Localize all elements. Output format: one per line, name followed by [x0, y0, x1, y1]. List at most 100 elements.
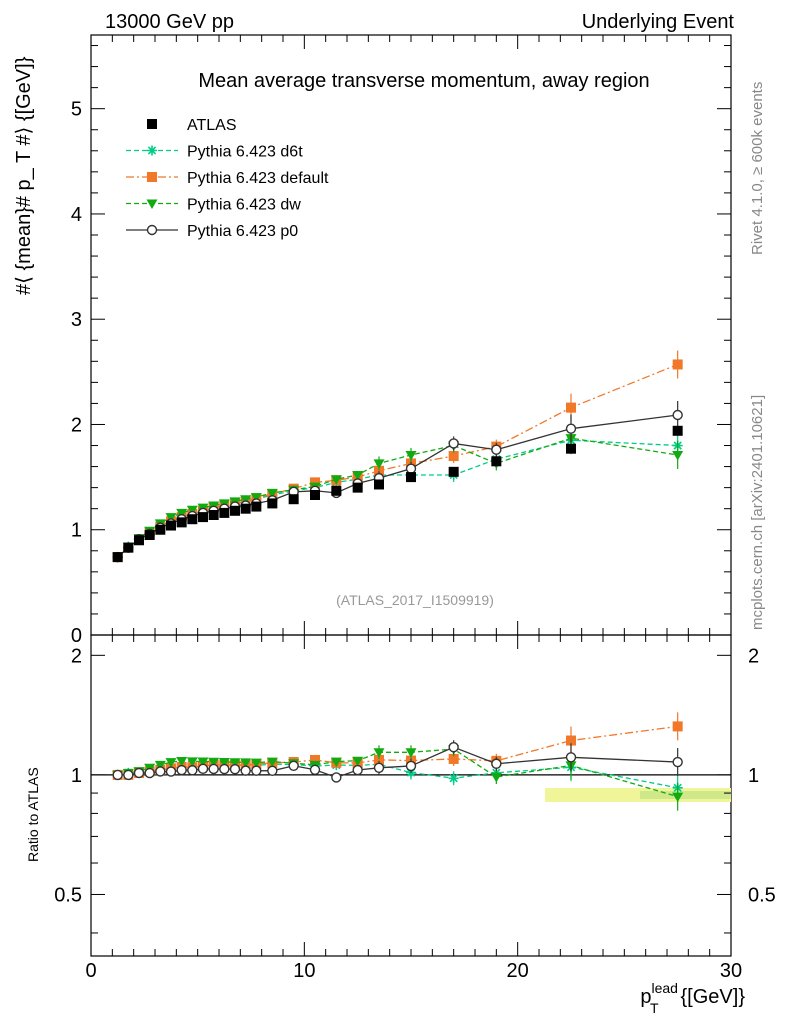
ratio-point-pythia-6-423-p0	[123, 769, 134, 781]
point-pythia-6-423-p0	[672, 409, 683, 421]
point-atlas	[374, 479, 384, 490]
point-atlas	[251, 501, 262, 512]
ratio-tick-label: 2	[71, 645, 82, 667]
ratio-point-pythia-6-423-p0	[165, 766, 177, 777]
point-pythia-6-423-dw	[250, 493, 262, 503]
ratio-point-pythia-6-423-dw	[240, 758, 252, 768]
point-pythia-6-423-dw	[240, 495, 252, 505]
ratio-point-pythia-6-423-p0	[240, 765, 251, 776]
point-atlas	[267, 498, 278, 509]
point-pythia-6-423-default	[310, 477, 320, 488]
x-axis-label-main: p	[640, 986, 651, 1008]
point-atlas	[310, 490, 320, 500]
point-atlas	[208, 510, 219, 520]
y-tick-label: 4	[71, 204, 82, 226]
ratio-tick-label-right: 0.5	[748, 884, 776, 906]
point-pythia-6-423-dw	[176, 508, 188, 519]
ratio-point-pythia-6-423-dw	[229, 758, 241, 768]
point-atlas	[144, 530, 155, 540]
ratio-point-pythia-6-423-p0	[352, 764, 363, 776]
legend-marker-pythia-6-423-dw	[146, 199, 158, 209]
series-line-pythia-6-423-p0	[117, 414, 678, 558]
ratio-point-pythia-6-423-p0	[267, 765, 278, 777]
point-pythia-6-423-p0	[491, 444, 502, 455]
ratio-point-pythia-6-423-p0	[288, 760, 299, 771]
ratio-point-pythia-6-423-p0	[144, 767, 155, 779]
legend: ATLAS Pythia 6.423 d6t Pythia 6.423 defaul…	[126, 117, 329, 240]
point-pythia-6-423-default	[566, 402, 576, 413]
point-atlas	[672, 425, 683, 436]
main-series-layer	[112, 350, 684, 563]
energy-label: 13000 GeV pp	[105, 11, 234, 33]
ratio-point-pythia-6-423-p0	[448, 741, 459, 753]
ratio-point-pythia-6-423-dw	[405, 748, 417, 758]
ratio-point-pythia-6-423-dw	[490, 772, 502, 783]
axis-ticks: 0 10 20 30 0 1 2 3 4 5 0.5 0.5 1 1 2 2	[54, 35, 776, 982]
point-atlas	[230, 505, 240, 516]
y-axis-label: #⟨ {mean}# p_ T #⟩ {[GeV]}	[13, 56, 35, 295]
legend-label-pythia-6-423-p0: Pythia 6.423 p0	[187, 223, 298, 240]
point-pythia-6-423-dw	[672, 451, 684, 461]
point-pythia-6-423-dw	[352, 471, 364, 481]
ratio-point-pythia-6-423-p0	[491, 758, 502, 769]
ratio-point-pythia-6-423-p0	[565, 752, 577, 763]
point-atlas	[112, 552, 123, 563]
point-atlas	[123, 542, 134, 553]
ratio-series-layer	[112, 712, 684, 811]
legend-marker-pythia-6-423-d6t	[147, 145, 157, 156]
ratio-point-pythia-6-423-d6t	[448, 773, 459, 784]
ratio-tick-label-right: 2	[748, 645, 759, 667]
point-pythia-6-423-dw	[266, 488, 278, 499]
y-tick-label: 3	[71, 309, 82, 331]
x-tick-label: 10	[293, 960, 315, 982]
ratio-point-pythia-6-423-p0	[187, 765, 198, 776]
point-pythia-6-423-dw	[330, 475, 342, 485]
point-atlas	[155, 524, 166, 535]
legend-label-pythia-6-423-d6t: Pythia 6.423 d6t	[187, 144, 303, 161]
ratio-point-pythia-6-423-default	[672, 721, 683, 732]
x-tick-label: 20	[507, 960, 529, 982]
ratio-point-pythia-6-423-dw	[330, 757, 342, 768]
ratio-tick-label-right: 1	[748, 765, 759, 787]
point-atlas	[406, 472, 416, 483]
ratio-point-pythia-6-423-p0	[331, 772, 342, 783]
ratio-point-pythia-6-423-dw	[208, 757, 220, 768]
ratio-point-pythia-6-423-dw	[154, 760, 166, 771]
rivet-info: Rivet 4.1.0, ≥ 600k events	[749, 82, 766, 255]
legend-label-atlas: ATLAS	[187, 117, 237, 134]
ratio-point-pythia-6-423-default	[566, 735, 576, 746]
ratio-tick-label: 1	[71, 765, 82, 787]
ratio-point-pythia-6-423-p0	[672, 756, 683, 768]
legend-label-pythia-6-423-dw: Pythia 6.423 dw	[187, 197, 301, 214]
x-axis-label-sup: lead	[651, 980, 677, 996]
point-atlas	[566, 443, 576, 454]
ratio-point-pythia-6-423-p0	[176, 764, 187, 776]
ratio-point-pythia-6-423-p0	[373, 762, 385, 774]
point-pythia-6-423-p0	[405, 463, 417, 474]
analysis-id: (ATLAS_2017_I1509919)	[336, 592, 494, 608]
legend-marker-pythia-6-423-p0	[146, 224, 158, 236]
ratio-point-pythia-6-423-p0	[251, 765, 262, 776]
y-tick-label: 2	[71, 414, 82, 436]
legend-label-pythia-6-423-default: Pythia 6.423 default	[187, 170, 329, 187]
point-atlas	[134, 535, 144, 546]
ratio-point-pythia-6-423-dw	[266, 757, 278, 768]
x-axis-label-unit: {[GeV]}	[681, 986, 746, 1008]
ratio-point-pythia-6-423-dw	[352, 756, 364, 767]
ratio-point-pythia-6-423-p0	[309, 764, 321, 775]
legend-marker-atlas	[147, 119, 157, 129]
ratio-point-pythia-6-423-p0	[112, 769, 123, 781]
ratio-tick-label: 0.5	[54, 884, 82, 906]
point-pythia-6-423-p0	[565, 423, 577, 434]
point-atlas	[331, 485, 342, 496]
point-atlas	[448, 466, 459, 477]
ratio-point-pythia-6-423-dw	[165, 758, 177, 768]
ratio-point-pythia-6-423-p0	[208, 763, 219, 775]
point-pythia-6-423-dw	[186, 505, 198, 516]
ratio-point-pythia-6-423-dw	[197, 757, 209, 768]
point-atlas	[187, 514, 198, 525]
legend-marker-pythia-6-423-default	[147, 172, 157, 182]
process-label: Underlying Event	[582, 11, 735, 33]
ratio-point-pythia-6-423-dw	[176, 756, 188, 767]
